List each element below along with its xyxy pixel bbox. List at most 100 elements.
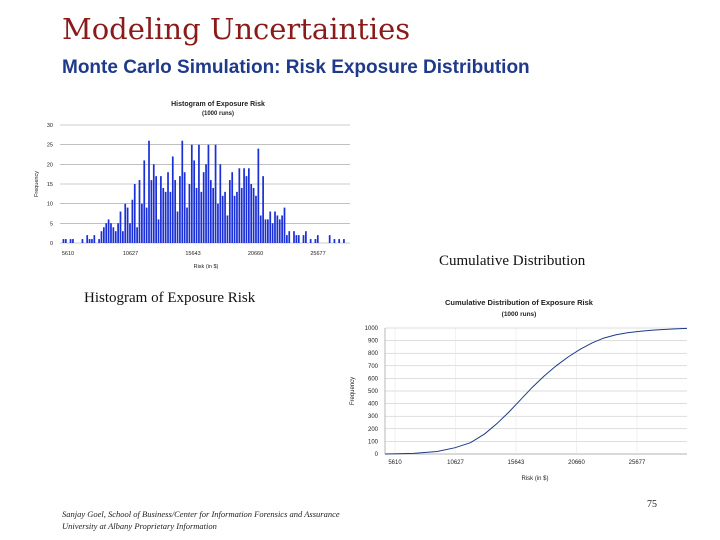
histogram-xtick-label: 20660: [248, 251, 263, 257]
cumulative-xtick-label: 10627: [447, 460, 464, 466]
histogram-bar: [157, 219, 160, 243]
histogram-bar: [228, 180, 231, 243]
cumulative-series-line: [384, 327, 688, 455]
histogram-bar: [141, 203, 143, 243]
histogram-bar: [219, 164, 222, 243]
histogram-bar: [286, 235, 288, 243]
histogram-bar: [105, 223, 108, 243]
histogram-bar: [226, 215, 229, 243]
histogram-bar: [179, 176, 181, 243]
cumulative-ytick-label: 700: [368, 364, 379, 370]
histogram-bar: [62, 239, 65, 243]
histogram-bar: [264, 219, 267, 243]
cumulative-ytick-label: 200: [368, 427, 379, 433]
histogram-bar: [138, 180, 141, 243]
slide-title: Modeling Uncertainties: [62, 12, 411, 46]
histogram-bar: [271, 223, 274, 243]
histogram-bar: [250, 184, 253, 243]
histogram-bar: [302, 235, 305, 243]
slide-subtitle: Monte Carlo Simulation: Risk Exposure Di…: [62, 57, 530, 78]
histogram-bar: [186, 207, 188, 243]
histogram-bar: [93, 235, 96, 243]
histogram-ytick-label: 5: [50, 221, 53, 227]
cumulative-xlabel: Risk (in $): [521, 476, 548, 482]
cumulative-ytick-label: 1000: [365, 326, 379, 332]
cumulative-xtick-label: 25677: [629, 460, 646, 466]
histogram-xlabel: Risk (in $): [194, 264, 219, 270]
cumulative-ytick-label: 300: [368, 414, 379, 420]
histogram-xtick-label: 15643: [185, 251, 200, 257]
histogram-bar: [167, 172, 169, 243]
histogram-bar: [293, 231, 295, 243]
histogram-bar: [205, 164, 207, 243]
cumulative-ytick-label: 900: [368, 339, 379, 345]
cumulative-subtitle: (1000 runs): [502, 311, 537, 318]
histogram-bar: [124, 203, 127, 243]
histogram-bar: [114, 231, 117, 243]
histogram-bar: [343, 239, 345, 243]
cumulative-xtick-label: 15643: [508, 460, 525, 466]
histogram-ytick-label: 20: [47, 162, 53, 168]
cumulative-title: Cumulative Distribution of Exposure Risk: [445, 298, 594, 307]
histogram-subtitle: (1000 runs): [202, 111, 234, 117]
histogram-bar: [309, 239, 312, 243]
histogram-bar: [333, 239, 336, 243]
histogram-ytick-label: 0: [50, 241, 53, 247]
histogram-bar: [86, 235, 89, 243]
histogram-bar: [200, 191, 203, 243]
histogram-bar: [126, 207, 129, 243]
footer-line-1: Sanjay Goel, School of Business/Center f…: [62, 509, 340, 519]
histogram-bar: [269, 211, 272, 243]
cumulative-ylabel: Frequency: [350, 377, 356, 405]
cumulative-ytick-label: 100: [368, 439, 379, 445]
histogram-bar: [164, 191, 167, 243]
histogram-bar: [245, 176, 248, 243]
histogram-bar: [233, 195, 236, 243]
histogram-bar: [231, 172, 234, 243]
histogram-xtick-label: 10627: [123, 251, 138, 257]
histogram-bar: [162, 187, 165, 243]
histogram-ylabel: Frequency: [34, 171, 40, 197]
histogram-bar: [64, 239, 67, 243]
histogram-bar: [110, 223, 112, 243]
caption-histogram: Histogram of Exposure Risk: [84, 290, 256, 306]
histogram-bar: [91, 239, 93, 243]
histogram-bar: [131, 199, 134, 243]
histogram-bar: [305, 231, 307, 243]
histogram-bar: [198, 144, 200, 243]
footer-line-2: University at Albany Proprietary Informa…: [62, 521, 217, 531]
footer-credit: Sanjay Goel, School of Business/Center f…: [62, 508, 340, 532]
histogram-bar: [259, 215, 262, 243]
histogram-bar: [136, 227, 138, 243]
histogram-chart: Histogram of Exposure Risk (1000 runs) F…: [34, 101, 350, 270]
histogram-bar: [148, 140, 150, 243]
cumulative-ytick-label: 0: [375, 452, 379, 458]
cumulative-ytick-label: 500: [368, 389, 379, 395]
histogram-bar: [133, 184, 136, 243]
histogram-bar: [209, 180, 212, 243]
histogram-bar: [221, 195, 224, 243]
histogram-bar: [72, 239, 74, 243]
histogram-bar: [288, 231, 291, 243]
histogram-bar: [274, 211, 276, 243]
histogram-bar: [190, 144, 193, 243]
histogram-bar: [143, 160, 146, 243]
histogram-bar: [212, 187, 215, 243]
histogram-bar: [129, 223, 131, 243]
histogram-bar: [236, 191, 238, 243]
page-number: 75: [647, 499, 657, 510]
histogram-bar: [100, 231, 103, 243]
cumulative-xtick-label: 5610: [388, 460, 402, 466]
histogram-bar: [202, 172, 205, 243]
histogram-bar: [176, 211, 179, 243]
histogram-ytick-label: 15: [47, 182, 53, 188]
histogram-bar: [150, 180, 153, 243]
histogram-bar: [281, 215, 283, 243]
histogram-bar: [174, 180, 177, 243]
histogram-bar: [152, 164, 155, 243]
histogram-bar: [117, 223, 119, 243]
histogram-bar: [181, 140, 184, 243]
cumulative-xtick-label: 20660: [568, 460, 585, 466]
histogram-xtick-label: 25677: [310, 251, 325, 257]
histogram-bar: [169, 191, 172, 243]
